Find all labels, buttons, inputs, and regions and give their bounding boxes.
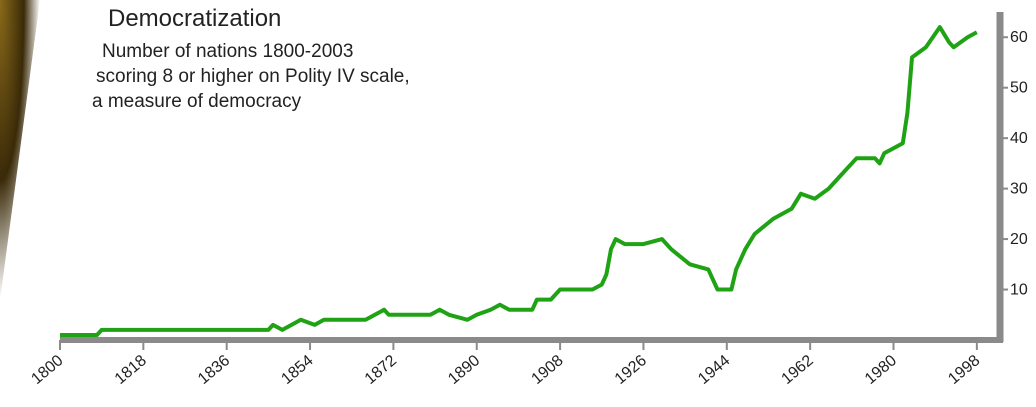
y-tick-label: 50 bbox=[1010, 80, 1028, 97]
page: Democratization Number of nations 1800-2… bbox=[0, 0, 1036, 407]
y-tick-label: 40 bbox=[1010, 130, 1028, 147]
subtitle: scoring 8 or higher on Polity IV scale, bbox=[96, 66, 410, 87]
y-tick-label: 60 bbox=[1010, 29, 1028, 46]
subtitle: a measure of democracy bbox=[92, 91, 302, 112]
subtitle: Number of nations 1800-2003 bbox=[102, 41, 353, 62]
y-tick-label: 10 bbox=[1010, 282, 1028, 299]
chart: Democratization Number of nations 1800-2… bbox=[0, 0, 1036, 407]
chart-title: Democratization bbox=[108, 5, 281, 32]
y-tick-label: 30 bbox=[1010, 181, 1028, 198]
y-tick-label: 20 bbox=[1010, 231, 1028, 248]
